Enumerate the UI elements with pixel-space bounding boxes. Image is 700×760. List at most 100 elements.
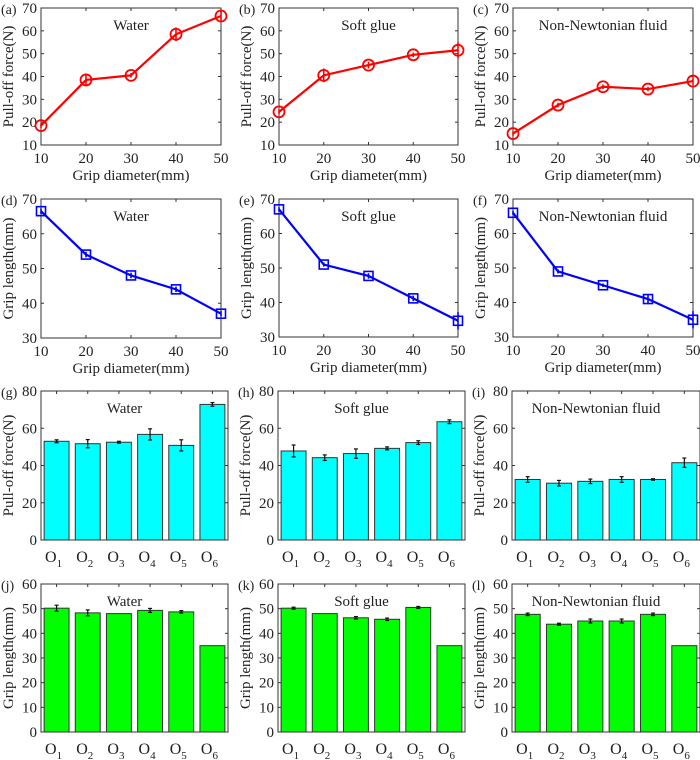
y-tick-label: 40 xyxy=(493,626,508,642)
bar xyxy=(342,453,369,541)
y-axis-label: Grip length(mm) xyxy=(238,607,254,709)
data-point xyxy=(34,119,48,132)
data-point xyxy=(407,293,419,304)
x-tick-label: 30 xyxy=(361,151,376,167)
bars xyxy=(514,612,698,733)
x-tick-label: O2 xyxy=(547,741,564,760)
y-tick-label: 20 xyxy=(22,496,37,512)
y-tick-label: 80 xyxy=(259,384,274,400)
y-tick-label: 70 xyxy=(22,1,37,17)
x-tick-label: O2 xyxy=(313,549,330,570)
panel-f: (f) 30 40 50 60 70 Grip length(mm) 10 20 30 40 50 Gr… xyxy=(473,192,700,376)
y-tick-label: 40 xyxy=(22,459,37,475)
bars xyxy=(280,605,463,733)
y-tick-label: 30 xyxy=(260,92,275,108)
x-axis-label: Grip diameter(mm) xyxy=(544,360,661,376)
y-tick-label: 60 xyxy=(494,24,509,40)
panel-d: (d) 30 40 50 60 70 Grip length(mm) 10 20 30 40 50 Gr… xyxy=(1,192,229,377)
x-tick-subscript: 2 xyxy=(325,750,331,760)
x-tick-subscript: 1 xyxy=(57,558,63,570)
y-tick-label: 20 xyxy=(22,115,37,131)
x-tick-subscript: 5 xyxy=(181,558,187,570)
data-point xyxy=(506,127,520,140)
x-tick-label: 20 xyxy=(316,343,331,359)
x-tick-subscript: 1 xyxy=(528,558,534,570)
data-point xyxy=(597,279,609,291)
x-tick-label: O1 xyxy=(282,549,299,570)
x-tick-label: 20 xyxy=(551,343,566,359)
y-tick-label: 50 xyxy=(22,602,37,618)
panel-title: Soft glue xyxy=(341,209,396,225)
x-tick-label: 50 xyxy=(214,344,229,360)
bars xyxy=(280,419,463,541)
x-tick-label: O4 xyxy=(376,741,394,760)
panel-label: (f) xyxy=(473,194,487,209)
y-tick-label: 60 xyxy=(259,421,274,437)
y-tick-label: 50 xyxy=(493,602,508,618)
x-tick-subscript: 6 xyxy=(684,750,690,760)
bar xyxy=(374,618,401,733)
x-tick-subscript: 2 xyxy=(325,558,331,570)
y-tick-label: 30 xyxy=(22,651,37,667)
y-tick-label: 10 xyxy=(22,700,37,716)
y-tick-label: 50 xyxy=(260,261,275,277)
data-point xyxy=(272,105,286,119)
x-tick-label: 40 xyxy=(641,151,656,167)
x-tick-label: 40 xyxy=(641,343,656,359)
y-tick-label: 40 xyxy=(22,626,37,642)
panel-label: (b) xyxy=(239,3,256,18)
x-tick-subscript: 4 xyxy=(387,558,393,570)
x-tick-label: O5 xyxy=(641,741,659,760)
x-tick-label: O1 xyxy=(45,741,62,760)
x-axis-label: Grip diameter(mm) xyxy=(72,361,189,377)
y-tick-label: 0 xyxy=(30,533,38,549)
x-tick-label: 30 xyxy=(124,151,139,167)
y-axis-label: Pull-off force(N) xyxy=(1,26,17,128)
y-tick-label: 40 xyxy=(494,296,509,312)
bar xyxy=(311,457,338,541)
bar xyxy=(405,442,432,541)
y-tick-label: 10 xyxy=(260,138,275,154)
bar xyxy=(545,623,573,733)
x-tick-label: 20 xyxy=(79,344,94,360)
bar xyxy=(280,450,307,541)
x-tick-label: O4 xyxy=(139,741,157,760)
y-tick-label: 40 xyxy=(260,70,275,86)
y-tick-label: 0 xyxy=(501,725,509,741)
panel-g: (g) 0 20 40 60 80 Pull-off force(N) O1 O2 O3 O4 O5 O… xyxy=(1,384,229,570)
panel-title: Non-Newtonian fluid xyxy=(539,18,668,34)
y-tick-label: 30 xyxy=(259,651,274,667)
bar xyxy=(639,478,667,541)
y-tick-label: 40 xyxy=(22,70,37,86)
bar xyxy=(43,440,70,541)
x-tick-label: 10 xyxy=(506,343,521,359)
y-tick-label: 10 xyxy=(22,138,37,154)
x-tick-label: O3 xyxy=(579,549,597,570)
data-point xyxy=(35,205,47,217)
y-tick-label: 50 xyxy=(494,47,509,63)
bar xyxy=(514,478,541,541)
data-point xyxy=(406,48,420,62)
y-tick-label: 30 xyxy=(494,92,509,108)
x-tick-label: O6 xyxy=(438,549,456,570)
x-tick-subscript: 5 xyxy=(418,750,424,760)
data-point xyxy=(596,80,610,94)
panel-label: (i) xyxy=(472,386,486,401)
x-tick-label: 30 xyxy=(361,343,376,359)
y-tick-label: 30 xyxy=(493,651,508,667)
panel-label: (a) xyxy=(1,3,17,18)
x-tick-subscript: 4 xyxy=(622,750,628,760)
x-tick-label: 20 xyxy=(551,151,566,167)
x-tick-subscript: 3 xyxy=(590,558,596,570)
y-axis-label: Grip length(mm) xyxy=(472,607,488,709)
data-point xyxy=(124,68,138,82)
x-axis-label: Grip diameter(mm) xyxy=(310,360,427,376)
x-tick-subscript: 6 xyxy=(684,558,690,570)
panel-label: (d) xyxy=(1,194,18,209)
panel-title: Non-Newtonian fluid xyxy=(532,401,661,417)
panel-title: Soft glue xyxy=(334,401,389,417)
bar xyxy=(105,441,132,541)
x-tick-label: O3 xyxy=(344,741,362,760)
x-tick-label: O4 xyxy=(139,549,157,570)
